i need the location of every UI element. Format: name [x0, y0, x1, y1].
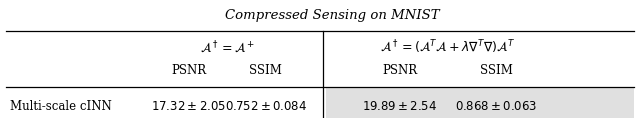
Text: PSNR: PSNR	[172, 64, 206, 77]
Text: $17.32 \pm 2.05$: $17.32 \pm 2.05$	[151, 100, 227, 113]
Text: Compressed Sensing on MNIST: Compressed Sensing on MNIST	[225, 9, 440, 22]
Text: $0.868 \pm 0.063$: $0.868 \pm 0.063$	[455, 100, 537, 113]
Text: $19.89 \pm 2.54$: $19.89 \pm 2.54$	[362, 100, 438, 113]
Text: Multi-scale cINN: Multi-scale cINN	[10, 100, 111, 113]
Text: SSIM: SSIM	[479, 64, 513, 77]
Text: $\mathcal{A}^\dagger = \mathcal{A}^+$: $\mathcal{A}^\dagger = \mathcal{A}^+$	[200, 39, 255, 55]
Bar	[326, 87, 634, 118]
Text: $0.752 \pm 0.084$: $0.752 \pm 0.084$	[225, 100, 307, 113]
Text: $\mathcal{A}^\dagger = (\mathcal{A}^T\mathcal{A} + \lambda\nabla^T\nabla)\mathca: $\mathcal{A}^\dagger = (\mathcal{A}^T\ma…	[380, 38, 516, 56]
Text: PSNR: PSNR	[383, 64, 417, 77]
Text: SSIM: SSIM	[249, 64, 282, 77]
